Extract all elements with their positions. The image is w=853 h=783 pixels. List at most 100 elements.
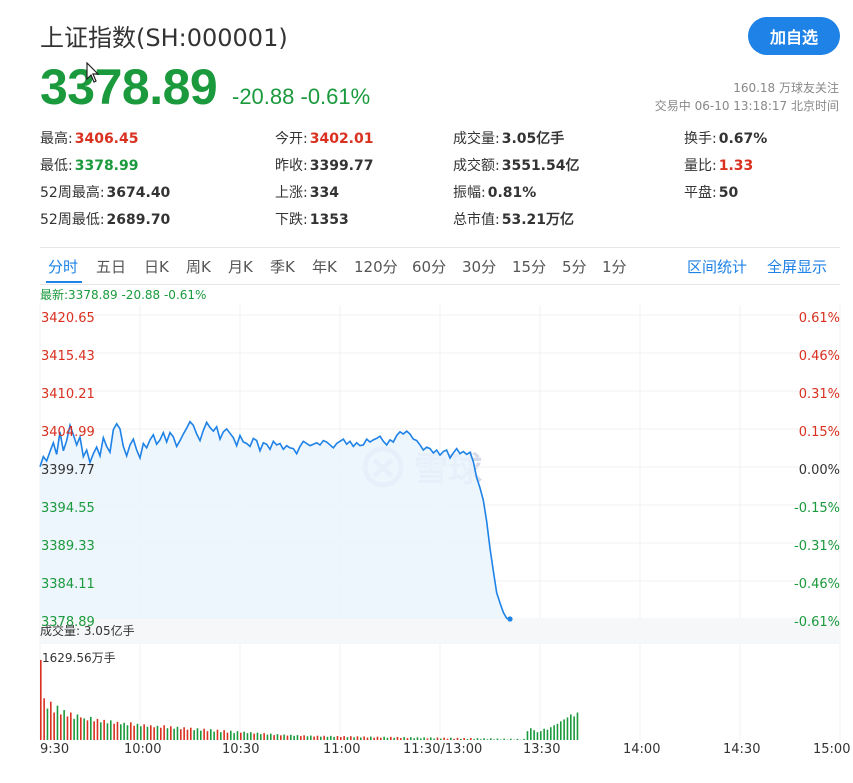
price-change: -20.88 -0.61% [232, 84, 371, 109]
volume-bar [410, 737, 412, 740]
tab-fullscreen[interactable]: 全屏显示 [767, 258, 828, 276]
volume-bar [400, 738, 402, 740]
volume-bar [240, 732, 242, 740]
stat-key: 成交额: [453, 158, 500, 174]
volume-header-band [40, 619, 840, 644]
volume-bar [83, 718, 85, 740]
volume-bar [356, 736, 359, 740]
stat-value: 3406.45 [74, 131, 139, 147]
volume-bar [386, 737, 389, 740]
tab-3[interactable]: 周K [186, 258, 211, 276]
volume-bar [530, 728, 532, 740]
x-tick-label: 13:30 [523, 742, 561, 757]
volume-bar [456, 737, 459, 740]
add-to-watchlist-button[interactable]: 加自选 [748, 17, 840, 55]
tab-7[interactable]: 120分 [354, 258, 398, 276]
tab-range-statistics[interactable]: 区间统计 [687, 258, 748, 276]
stat-value: 50 [718, 185, 739, 201]
tab-12[interactable]: 1分 [602, 258, 627, 276]
volume-bar [340, 737, 342, 740]
y-tick-right: 0.46% [799, 349, 840, 364]
volume-bar [523, 738, 525, 740]
y-tick-right: 0.61% [799, 311, 840, 326]
tab-2[interactable]: 日K [144, 258, 169, 276]
volume-bar [103, 719, 105, 740]
x-tick-label: 9:30 [40, 742, 70, 757]
volume-bar [146, 726, 149, 740]
volume-bar [293, 735, 295, 740]
price-area [40, 421, 510, 619]
latest-price-line: 最新:3378.89 -20.88 -0.61% [40, 288, 207, 302]
volume-bar [130, 722, 132, 740]
volume-bar [330, 735, 332, 740]
volume-bar [183, 727, 185, 740]
volume-bar [66, 716, 69, 740]
volume-bar [440, 738, 442, 740]
volume-bar [303, 735, 305, 740]
tab-5[interactable]: 季K [270, 258, 295, 276]
volume-bar [296, 735, 299, 740]
stat-item: 上涨: 334 [275, 182, 339, 202]
tab-10[interactable]: 15分 [512, 258, 547, 276]
volume-bar [40, 660, 42, 740]
stat-item: 最高: 3406.45 [40, 128, 138, 148]
stat-key: 成交量: [453, 131, 500, 147]
tab-0[interactable]: 分时 [48, 258, 79, 276]
volume-bar [286, 735, 289, 740]
volume-bar [43, 698, 45, 740]
volume-bar [276, 734, 279, 740]
volume-bar [460, 738, 462, 740]
tab-11[interactable]: 5分 [562, 258, 587, 276]
tab-1[interactable]: 五日 [96, 258, 127, 276]
stat-item: 量比: 1.33 [684, 155, 753, 175]
y-tick-right: 0.00% [799, 463, 840, 478]
volume-bar [533, 730, 535, 740]
y-tick-left: 3384.11 [41, 577, 95, 592]
stat-item: 最低: 3378.99 [40, 155, 138, 175]
volume-bar [243, 731, 245, 740]
volume-bar [470, 738, 472, 740]
stat-item: 52周最高: 3674.40 [40, 182, 170, 202]
volume-bar [483, 738, 485, 740]
tab-8[interactable]: 60分 [412, 258, 447, 276]
stat-key: 振幅: [453, 185, 486, 201]
volume-bar [173, 728, 175, 740]
volume-bar [480, 739, 482, 740]
x-tick-label: 14:30 [723, 742, 761, 757]
volume-bar [226, 732, 229, 740]
volume-bar [430, 737, 432, 740]
stat-item: 成交量: 3.05亿手 [453, 128, 564, 148]
volume-bar [283, 734, 285, 740]
volume-bar [493, 739, 495, 740]
volume-bar [73, 718, 75, 740]
volume-bar [366, 737, 369, 740]
stat-item: 昨收: 3399.77 [275, 155, 373, 175]
volume-bar [170, 726, 172, 740]
stat-key: 今开: [275, 131, 308, 147]
volume-bar [323, 735, 325, 740]
volume-bar [216, 729, 219, 740]
volume-bar [433, 738, 435, 740]
volume-bar [423, 737, 425, 740]
y-tick-right: -0.61% [794, 615, 840, 630]
stat-key: 换手: [684, 131, 717, 147]
volume-bar [486, 739, 489, 740]
chart-period-tabs: 分时 五日 日K 周K 月K 季K 年K 120分 60分 30分 15分 5分 1分 区间统计 全屏显… [40, 247, 840, 285]
volume-bar [546, 729, 549, 740]
volume-bar [536, 732, 539, 740]
tab-6[interactable]: 年K [312, 258, 337, 276]
y-tick-left: 3394.55 [41, 501, 95, 516]
volume-bar [163, 725, 165, 740]
volume-bar [56, 705, 59, 740]
volume-bar [180, 729, 182, 740]
volume-bar [503, 738, 505, 740]
tab-9[interactable]: 30分 [462, 258, 497, 276]
volume-bar [136, 723, 139, 740]
volume-bar [446, 738, 449, 740]
tab-4[interactable]: 月K [228, 258, 253, 276]
volume-bar [336, 735, 339, 740]
stat-key: 昨收: [275, 158, 308, 174]
volume-bar [450, 737, 452, 740]
volume-bar [86, 720, 89, 740]
